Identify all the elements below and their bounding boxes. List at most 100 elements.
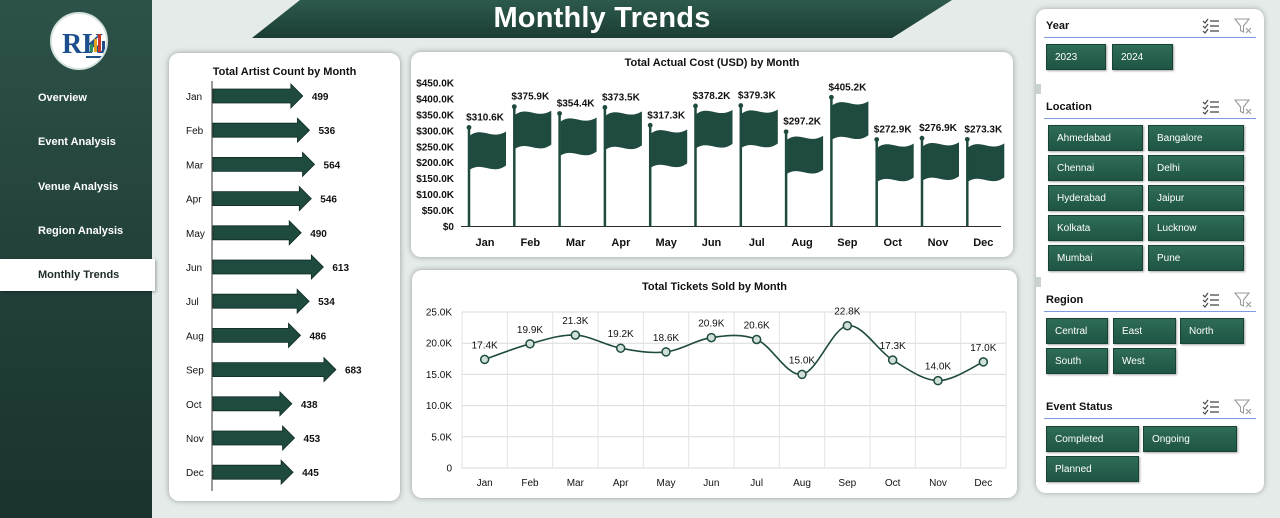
data-label: $317.3K bbox=[647, 110, 686, 121]
y-tick-label: $200.0K bbox=[416, 158, 455, 169]
artist-count-bar bbox=[212, 117, 311, 144]
location-option-mumbai[interactable]: Mumbai bbox=[1048, 245, 1143, 271]
multi-select-icon[interactable] bbox=[1202, 399, 1220, 415]
logo-mark-icon: RK bbox=[54, 16, 106, 68]
flag-cloth bbox=[968, 143, 1005, 182]
artist-count-bar bbox=[212, 151, 316, 178]
data-label: $378.2K bbox=[693, 91, 732, 102]
status-option-ongoing[interactable]: Ongoing bbox=[1143, 426, 1237, 452]
cost-flag-bar bbox=[919, 135, 959, 227]
flag-pole-knob bbox=[693, 103, 698, 109]
location-option-pune[interactable]: Pune bbox=[1148, 245, 1244, 271]
category-tick-label: Aug bbox=[186, 331, 204, 342]
flag-pole-knob bbox=[647, 122, 653, 128]
tickets-data-point bbox=[751, 334, 762, 345]
location-option-bangalore[interactable]: Bangalore bbox=[1148, 125, 1244, 151]
flag-cloth bbox=[696, 109, 733, 148]
flag-pole-knob bbox=[874, 137, 880, 142]
x-tick-label: Jul bbox=[750, 478, 763, 489]
region-option-west[interactable]: West bbox=[1113, 348, 1176, 374]
year-option-2023[interactable]: 2023 bbox=[1046, 44, 1106, 70]
flag-cloth bbox=[560, 117, 597, 156]
nav-venue-analysis[interactable]: Venue Analysis bbox=[38, 181, 119, 193]
clear-filter-icon[interactable] bbox=[1234, 99, 1252, 115]
status-option-completed[interactable]: Completed bbox=[1046, 426, 1139, 452]
region-option-central[interactable]: Central bbox=[1046, 318, 1108, 344]
multi-select-icon[interactable] bbox=[1202, 292, 1220, 308]
flag-pole-knob bbox=[964, 136, 970, 142]
event-status-slicer-header: Event Status bbox=[1044, 397, 1256, 419]
cost-flag-bar bbox=[964, 136, 1005, 227]
x-tick-label: Jun bbox=[702, 237, 722, 249]
x-tick-label: May bbox=[657, 478, 676, 489]
tickets-data-point bbox=[933, 375, 943, 386]
location-option-jaipur[interactable]: Jaipur bbox=[1148, 185, 1244, 211]
tickets-chart-title: Total Tickets Sold by Month bbox=[641, 281, 788, 293]
multi-select-icon[interactable] bbox=[1202, 99, 1220, 115]
clear-filter-icon[interactable] bbox=[1234, 399, 1252, 415]
x-tick-label: Dec bbox=[973, 237, 993, 249]
nav-overview[interactable]: Overview bbox=[38, 92, 87, 104]
cost-chart: $0 $50.0K $100.0K $150.0K $200.0K $250.0K $300… bbox=[416, 79, 1005, 249]
flag-pole-knob bbox=[602, 104, 608, 110]
data-label: 613 bbox=[332, 263, 349, 274]
data-label: 564 bbox=[324, 160, 341, 171]
clear-filter-icon[interactable] bbox=[1234, 292, 1252, 308]
multi-select-icon[interactable] bbox=[1202, 18, 1220, 34]
status-option-planned[interactable]: Planned bbox=[1046, 456, 1139, 482]
nav-region-analysis[interactable]: Region Analysis bbox=[38, 225, 124, 237]
category-tick-label: Sep bbox=[186, 366, 204, 377]
x-tick-label: Jan bbox=[477, 478, 493, 489]
data-label: 20.9K bbox=[698, 319, 724, 330]
x-tick-label: Oct bbox=[884, 237, 903, 249]
y-tick-label: $400.0K bbox=[416, 94, 455, 105]
location-option-hyderabad[interactable]: Hyderabad bbox=[1048, 185, 1143, 211]
location-option-ahmedabad[interactable]: Ahmedabad bbox=[1048, 125, 1143, 151]
y-tick-label: 0 bbox=[446, 464, 452, 475]
year-option-2024[interactable]: 2024 bbox=[1112, 44, 1173, 70]
cost-flag-bar bbox=[829, 94, 869, 227]
region-option-east[interactable]: East bbox=[1113, 318, 1176, 344]
location-option-delhi[interactable]: Delhi bbox=[1148, 155, 1244, 181]
page-title: Monthly Trends bbox=[493, 2, 711, 34]
data-label: 19.2K bbox=[608, 329, 634, 340]
data-label: 17.3K bbox=[880, 341, 906, 352]
x-tick-label: Nov bbox=[928, 237, 950, 249]
tickets-data-point bbox=[661, 347, 671, 357]
nav-monthly-trends[interactable]: Monthly Trends bbox=[0, 259, 155, 291]
tickets-data-point bbox=[479, 354, 490, 365]
nav-event-analysis[interactable]: Event Analysis bbox=[38, 136, 116, 148]
flag-pole-knob bbox=[919, 135, 925, 141]
year-slicer-title: Year bbox=[1046, 20, 1070, 32]
event-status-slicer-title: Event Status bbox=[1046, 401, 1113, 413]
clear-filter-icon[interactable] bbox=[1234, 18, 1252, 34]
location-option-chennai[interactable]: Chennai bbox=[1048, 155, 1143, 181]
data-label: 17.0K bbox=[970, 343, 996, 354]
slicer-scroll-handle[interactable] bbox=[1036, 84, 1041, 94]
flag-pole-knob bbox=[783, 129, 789, 135]
artist-count-bar bbox=[212, 254, 324, 280]
location-option-lucknow[interactable]: Lucknow bbox=[1148, 215, 1244, 241]
region-option-south[interactable]: South bbox=[1046, 348, 1108, 374]
location-option-kolkata[interactable]: Kolkata bbox=[1048, 215, 1143, 241]
data-label: 534 bbox=[318, 297, 335, 308]
region-option-north[interactable]: North bbox=[1180, 318, 1244, 344]
artist-count-bar bbox=[212, 185, 312, 212]
artist-count-bar bbox=[212, 459, 294, 486]
tickets-data-point bbox=[525, 339, 535, 349]
x-tick-label: Apr bbox=[613, 478, 629, 489]
data-label: $375.9K bbox=[511, 92, 550, 103]
artist-count-bar bbox=[212, 219, 302, 246]
data-label: $379.3K bbox=[738, 91, 777, 102]
data-label: $405.2K bbox=[828, 82, 867, 93]
cost-flag-bar bbox=[511, 104, 552, 227]
title-banner-shape bbox=[252, 0, 952, 38]
tickets-card: Total Tickets Sold by Month 0 5.0K 10.0K 15… bbox=[412, 270, 1017, 498]
event-status-slicer: Event Status Completed Ongoing Planned bbox=[1044, 397, 1256, 482]
location-slicer: Location Ahmedabad Bangalore Chennai Del… bbox=[1044, 97, 1256, 271]
data-label: 486 bbox=[309, 331, 326, 342]
flag-cloth bbox=[651, 129, 688, 168]
tickets-data-point bbox=[887, 355, 898, 365]
slicer-scroll-handle[interactable] bbox=[1036, 277, 1041, 287]
x-tick-label: Dec bbox=[974, 478, 992, 489]
